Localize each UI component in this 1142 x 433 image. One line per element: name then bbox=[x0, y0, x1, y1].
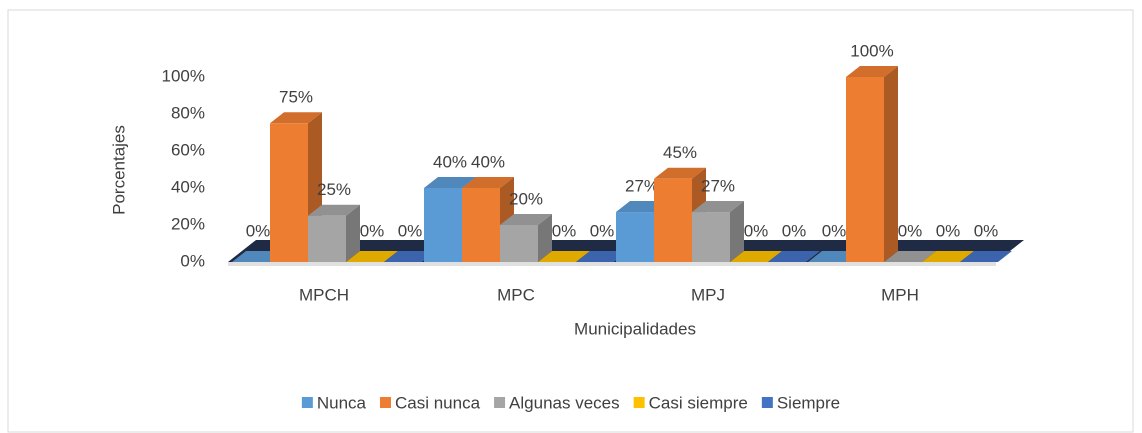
legend-label: Nunca bbox=[317, 393, 367, 412]
bar-side bbox=[538, 214, 552, 262]
bar-top bbox=[922, 251, 974, 262]
y-tick-label: 40% bbox=[171, 177, 205, 196]
data-label: 27% bbox=[701, 177, 735, 196]
bar-front bbox=[462, 188, 500, 262]
bar bbox=[960, 251, 1012, 262]
data-label: 75% bbox=[279, 88, 313, 107]
bar bbox=[270, 112, 322, 262]
bar bbox=[500, 214, 552, 262]
data-label: 100% bbox=[850, 41, 893, 60]
bar-top bbox=[384, 251, 436, 262]
legend-label: Casi siempre bbox=[649, 393, 748, 412]
legend-swatch bbox=[633, 397, 645, 408]
bar-top bbox=[308, 204, 360, 216]
data-label: 0% bbox=[590, 221, 615, 240]
y-tick-label: 80% bbox=[171, 103, 205, 122]
bar-top bbox=[346, 251, 398, 262]
y-axis-label: Porcentajes bbox=[109, 125, 128, 215]
bar-side bbox=[346, 204, 360, 262]
bar-top bbox=[500, 214, 552, 225]
bar-front bbox=[654, 178, 692, 262]
data-label: 0% bbox=[360, 221, 385, 240]
legend-swatch bbox=[494, 397, 506, 408]
data-label: 20% bbox=[509, 189, 543, 208]
bar-top bbox=[768, 251, 820, 262]
legend-swatch bbox=[761, 397, 773, 408]
data-label: 0% bbox=[974, 221, 999, 240]
bar-top bbox=[538, 251, 590, 262]
data-label: 40% bbox=[471, 152, 505, 171]
bar bbox=[768, 251, 820, 262]
bar-front bbox=[270, 123, 308, 262]
bar-side bbox=[730, 201, 744, 262]
data-label: 0% bbox=[936, 221, 961, 240]
data-label: 0% bbox=[782, 221, 807, 240]
bar bbox=[884, 251, 936, 262]
bar-front bbox=[500, 225, 538, 262]
bar-top bbox=[692, 201, 744, 213]
y-tick-label: 20% bbox=[171, 214, 205, 233]
x-axis-label: Municipalidades bbox=[574, 319, 696, 338]
x-tick-label: MPC bbox=[497, 285, 535, 304]
data-label: 0% bbox=[744, 221, 769, 240]
bar-top bbox=[884, 251, 936, 262]
bar-front bbox=[424, 188, 462, 262]
bar-top bbox=[654, 167, 706, 179]
bar-top bbox=[730, 251, 782, 262]
data-label: 0% bbox=[822, 221, 847, 240]
x-tick-label: MPJ bbox=[691, 285, 725, 304]
data-label: 0% bbox=[398, 221, 423, 240]
bar-top bbox=[270, 112, 322, 124]
bar-front bbox=[616, 212, 654, 262]
bar bbox=[384, 251, 436, 262]
data-label: 0% bbox=[898, 221, 923, 240]
bar bbox=[692, 201, 744, 262]
x-tick-label: MPCH bbox=[299, 285, 349, 304]
bar bbox=[538, 251, 590, 262]
floor-edge bbox=[228, 262, 996, 266]
legend-swatch bbox=[301, 397, 313, 408]
x-tick-label: MPH bbox=[881, 285, 919, 304]
bar-front bbox=[308, 215, 346, 262]
bar-front bbox=[846, 77, 884, 262]
legend-label: Siempre bbox=[777, 393, 840, 412]
bar bbox=[922, 251, 974, 262]
bar-top bbox=[576, 251, 628, 262]
bar bbox=[846, 66, 898, 262]
legend-label: Casi nunca bbox=[395, 393, 481, 412]
y-tick-label: 100% bbox=[162, 66, 205, 85]
bar bbox=[308, 204, 360, 262]
y-tick-label: 0% bbox=[180, 251, 205, 270]
data-label: 25% bbox=[317, 180, 351, 199]
chart-border bbox=[7, 9, 1134, 433]
bar bbox=[730, 251, 782, 262]
bar-top bbox=[462, 177, 514, 188]
y-tick-label: 60% bbox=[171, 140, 205, 159]
bar bbox=[346, 251, 398, 262]
bar-top bbox=[424, 177, 476, 188]
bar bbox=[576, 251, 628, 262]
bar-side bbox=[884, 66, 898, 262]
bar-top bbox=[960, 251, 1012, 262]
legend-swatch bbox=[379, 397, 391, 408]
bar-front bbox=[692, 212, 730, 262]
data-label: 45% bbox=[663, 143, 697, 162]
bar-top bbox=[846, 66, 898, 77]
data-label: 0% bbox=[552, 221, 577, 240]
data-label: 27% bbox=[625, 177, 659, 196]
data-label: 0% bbox=[246, 221, 271, 240]
legend-label: Algunas veces bbox=[509, 393, 620, 412]
data-label: 40% bbox=[433, 152, 467, 171]
